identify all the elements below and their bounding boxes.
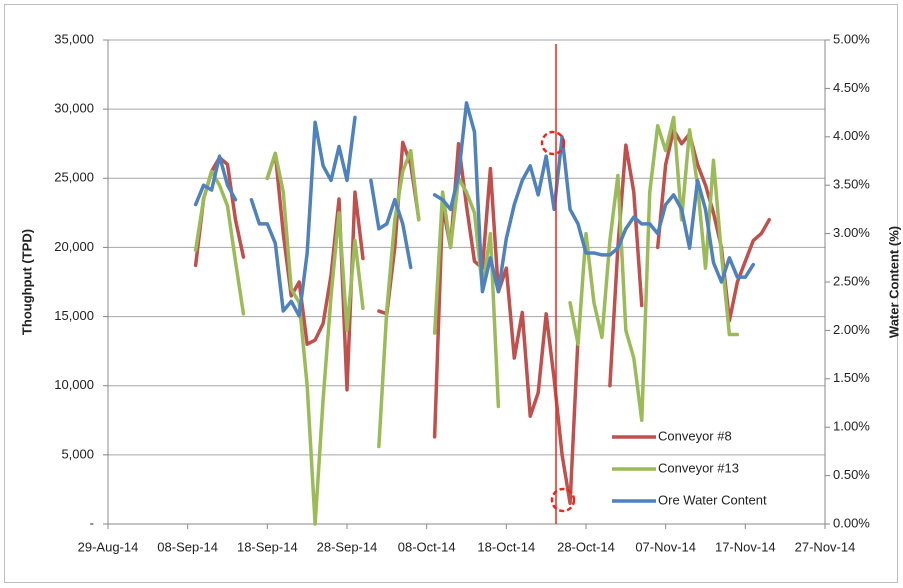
y-tick-label: 30,000 bbox=[54, 101, 94, 116]
x-tick-label: 18-Oct-14 bbox=[477, 539, 535, 554]
series-line bbox=[193, 101, 756, 318]
x-tick-label: 28-Oct-14 bbox=[557, 539, 615, 554]
x-tick-label: 29-Aug-14 bbox=[78, 539, 139, 554]
y2-tick-label: 5.00% bbox=[833, 31, 870, 46]
series-line bbox=[193, 115, 740, 526]
series-lines bbox=[193, 101, 771, 526]
y-axis-label: Thoughput (TPD) bbox=[19, 229, 34, 335]
y2-tick-label: 2.00% bbox=[833, 322, 870, 337]
y-tick-label: 15,000 bbox=[54, 308, 94, 323]
x-tick-label: 27-Nov-14 bbox=[795, 539, 856, 554]
x-tick-label: 28-Sep-14 bbox=[317, 539, 378, 554]
y-tick-label: 10,000 bbox=[54, 377, 94, 392]
y2-tick-label: 0.00% bbox=[833, 515, 870, 530]
y2-tick-label: 4.00% bbox=[833, 128, 870, 143]
y2-axis-label: Water Content (%) bbox=[886, 226, 901, 338]
y-tick-label: 5,000 bbox=[61, 446, 94, 461]
y2-tick-label: 1.00% bbox=[833, 419, 870, 434]
y2-tick-label: 0.50% bbox=[833, 467, 870, 482]
legend-label: Conveyor #13 bbox=[658, 460, 739, 475]
legend-label: Conveyor #8 bbox=[658, 428, 732, 443]
annotation-circle bbox=[550, 487, 576, 513]
legend-label: Ore Water Content bbox=[658, 492, 767, 507]
axes: - 5,000 10,000 15,000 20,000 25,000 30,000 35,0… bbox=[54, 31, 870, 554]
y2-tick-label: 3.50% bbox=[833, 177, 870, 192]
annotation-circle bbox=[540, 130, 566, 156]
y-tick-label: 25,000 bbox=[54, 170, 94, 185]
y2-tick-label: 2.50% bbox=[833, 273, 870, 288]
y-tick-label: 20,000 bbox=[54, 239, 94, 254]
y2-tick-label: 4.50% bbox=[833, 80, 870, 95]
chart-border bbox=[4, 4, 898, 583]
legend: Conveyor #8 Conveyor #13 Ore Water Content bbox=[612, 428, 767, 507]
x-tick-label: 08-Oct-14 bbox=[398, 539, 456, 554]
x-tick-label: 18-Sep-14 bbox=[237, 539, 298, 554]
x-tick-label: 07-Nov-14 bbox=[635, 539, 696, 554]
x-tick-label: 08-Sep-14 bbox=[157, 539, 218, 554]
y2-tick-label: 1.50% bbox=[833, 370, 870, 385]
x-tick-label: 17-Nov-14 bbox=[715, 539, 776, 554]
y-tick-label: 35,000 bbox=[54, 31, 94, 46]
y2-tick-label: 3.00% bbox=[833, 225, 870, 240]
y-tick-label: - bbox=[90, 515, 94, 530]
